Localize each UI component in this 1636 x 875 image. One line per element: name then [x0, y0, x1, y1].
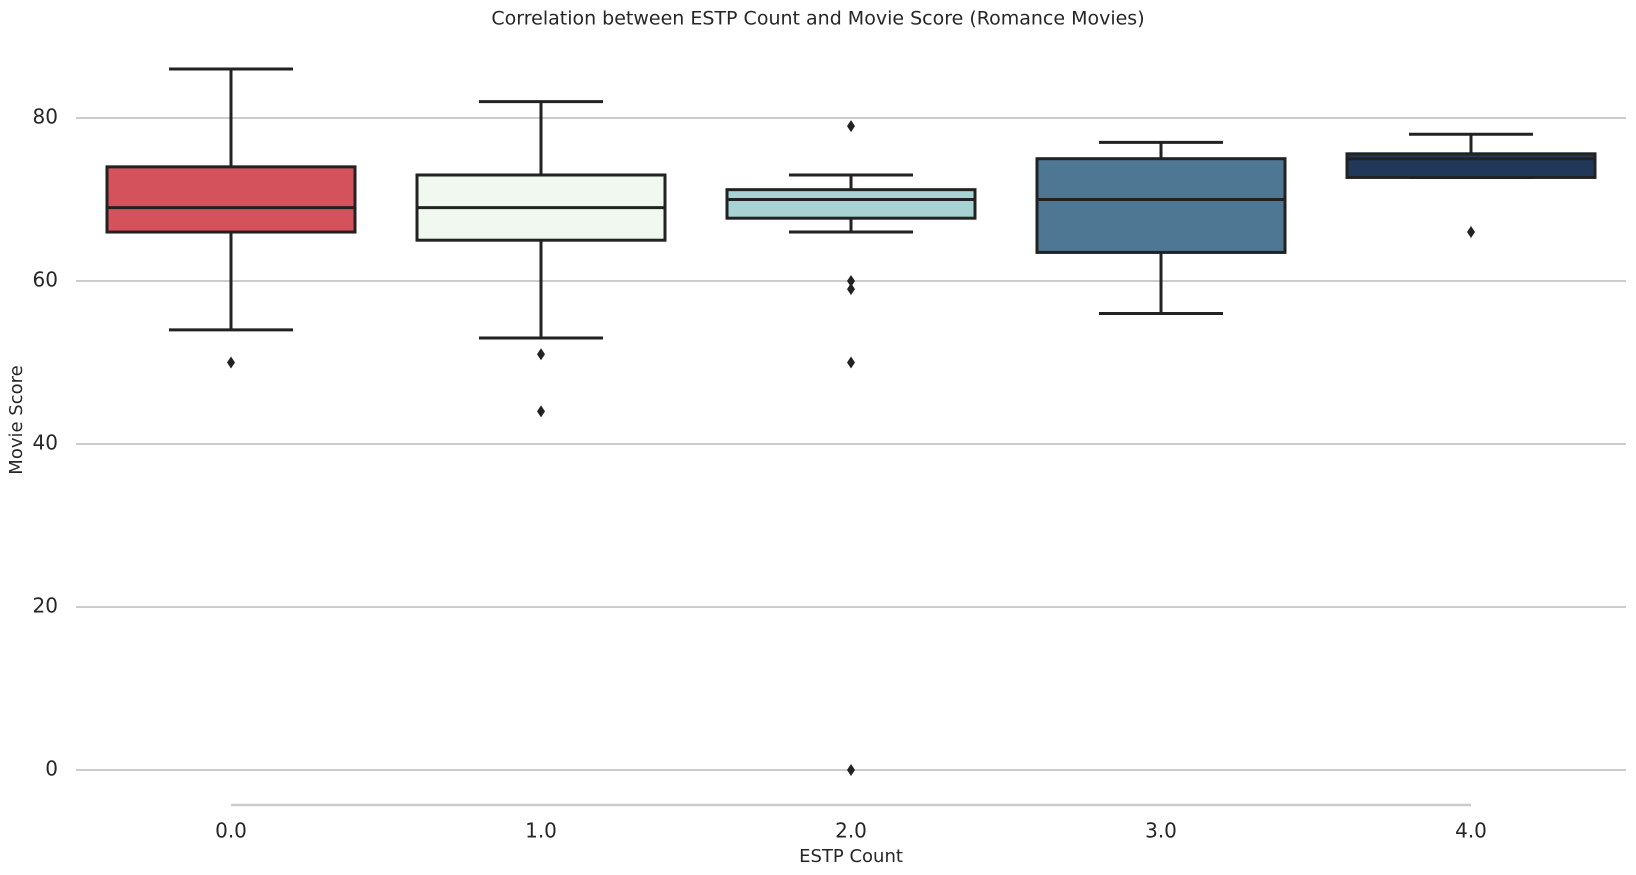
y-tick-label: 80: [33, 104, 58, 128]
x-tick-label: 1.0: [525, 819, 557, 843]
outlier: [847, 356, 855, 369]
y-axis-label: Movie Score: [6, 365, 27, 474]
x-tick-label: 3.0: [1145, 819, 1177, 843]
y-tick-label: 0: [45, 756, 58, 780]
outlier: [847, 283, 855, 296]
outlier: [537, 405, 545, 418]
outlier: [1467, 226, 1475, 239]
x-tick-label: 0.0: [215, 819, 247, 843]
x-tick-label: 4.0: [1455, 819, 1487, 843]
outlier: [847, 120, 855, 133]
box: [1035, 157, 1287, 254]
y-tick-label: 40: [33, 430, 58, 454]
x-axis-label: ESTP Count: [799, 846, 903, 867]
y-tick-label: 60: [33, 267, 58, 291]
box: [725, 188, 977, 220]
y-tick-label: 20: [33, 593, 58, 617]
x-tick-label: 2.0: [835, 819, 867, 843]
chart-title: Correlation between ESTP Count and Movie…: [491, 8, 1144, 30]
box: [105, 165, 357, 234]
outlier: [537, 348, 545, 361]
outlier: [847, 763, 855, 776]
outlier: [227, 356, 235, 369]
outlier: [847, 274, 855, 287]
